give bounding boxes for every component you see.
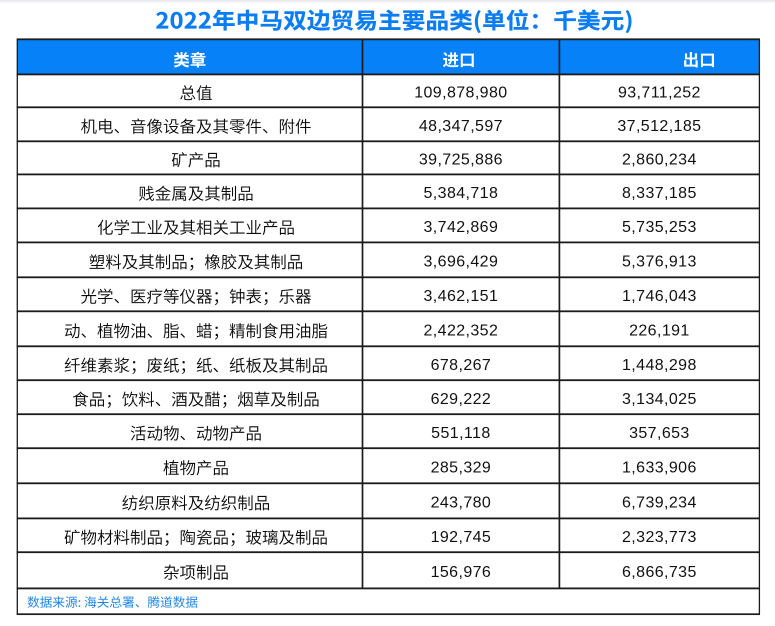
- svg-text:37,512,185: 37,512,185: [617, 118, 701, 135]
- svg-text:6,739,234: 6,739,234: [622, 494, 697, 511]
- svg-text:1,448,298: 1,448,298: [622, 357, 697, 374]
- svg-text:3,696,429: 3,696,429: [424, 253, 499, 270]
- svg-text:2,422,352: 2,422,352: [424, 322, 499, 339]
- svg-text:2,860,234: 2,860,234: [622, 151, 697, 168]
- svg-text:48,347,597: 48,347,597: [419, 118, 503, 135]
- svg-text:1,633,906: 1,633,906: [622, 459, 697, 476]
- svg-text:1,746,043: 1,746,043: [622, 288, 697, 305]
- svg-text:156,976: 156,976: [431, 564, 492, 581]
- svg-text:3,742,869: 3,742,869: [424, 219, 499, 236]
- svg-text:2,323,773: 2,323,773: [622, 529, 697, 546]
- svg-text:5,735,253: 5,735,253: [622, 219, 697, 236]
- svg-text:109,878,980: 109,878,980: [414, 84, 507, 101]
- svg-text:629,222: 629,222: [431, 391, 492, 408]
- svg-text:357,653: 357,653: [629, 425, 690, 442]
- svg-text:285,329: 285,329: [431, 459, 492, 476]
- svg-text:6,866,735: 6,866,735: [622, 564, 697, 581]
- svg-text:678,267: 678,267: [431, 357, 492, 374]
- svg-text:39,725,886: 39,725,886: [419, 151, 503, 168]
- svg-text:3,134,025: 3,134,025: [622, 391, 697, 408]
- svg-text:93,711,252: 93,711,252: [618, 84, 701, 101]
- svg-text:226,191: 226,191: [629, 322, 690, 339]
- svg-text:5,376,913: 5,376,913: [622, 253, 697, 270]
- svg-text:551,118: 551,118: [431, 425, 490, 442]
- svg-text:243,780: 243,780: [431, 494, 492, 511]
- svg-text:192,745: 192,745: [431, 529, 492, 546]
- svg-text:3,462,151: 3,462,151: [424, 288, 499, 305]
- svg-text:8,337,185: 8,337,185: [622, 185, 697, 202]
- svg-text:5,384,718: 5,384,718: [424, 185, 499, 202]
